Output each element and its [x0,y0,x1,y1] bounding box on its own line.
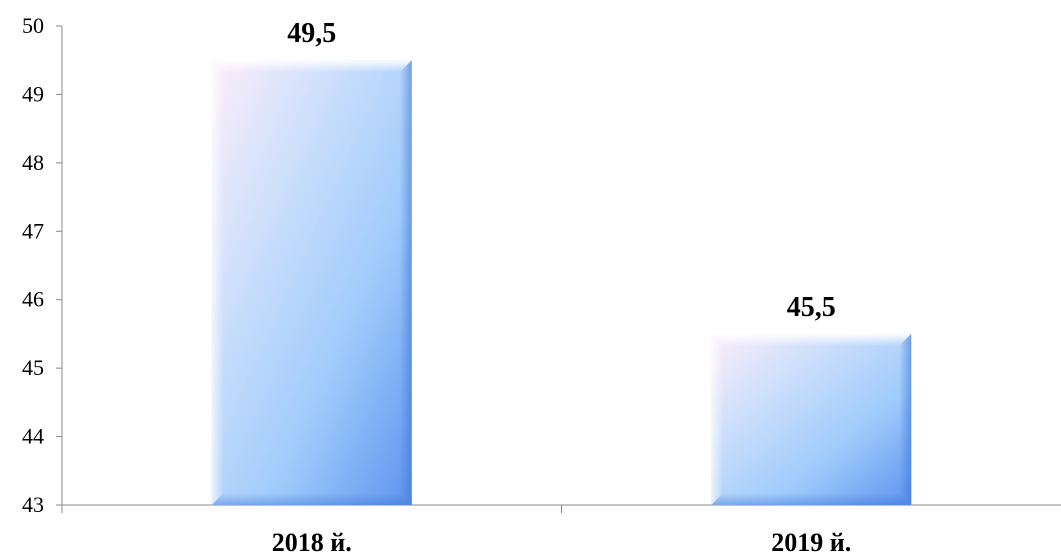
x-axis: 2018 й. 2019 й. [61,504,1061,556]
bar-bevel-left [211,60,224,505]
bar-bevel-left [711,333,724,505]
y-tick-label: 46 [22,287,44,312]
y-tick-label: 43 [22,492,44,517]
data-label: 45,5 [787,292,836,323]
y-tick-label: 44 [22,424,44,449]
bars [211,60,912,505]
y-tick-label: 45 [22,355,44,380]
bar [711,333,912,505]
bar-bevel-bottom [211,493,412,505]
bar-bevel-bottom [711,493,912,505]
y-tick-label: 49 [22,81,44,106]
bar-fill [211,60,412,505]
bar-bevel-top [711,333,912,346]
data-labels: 49,5 45,5 [287,18,836,323]
y-tick-label: 50 [22,13,44,38]
x-category-label: 2019 й. [771,528,851,556]
y-axis: 43 44 45 46 47 48 49 50 [22,13,63,517]
bar-bevel-right [899,333,912,505]
bar [211,60,412,505]
data-label: 49,5 [287,18,336,49]
bar-fill [711,333,912,505]
x-category-label: 2018 й. [272,528,352,556]
y-tick-label: 48 [22,150,44,175]
y-tick-label: 47 [22,218,44,243]
bar-bevel-top [211,60,412,73]
bar-bevel-right [399,60,412,505]
